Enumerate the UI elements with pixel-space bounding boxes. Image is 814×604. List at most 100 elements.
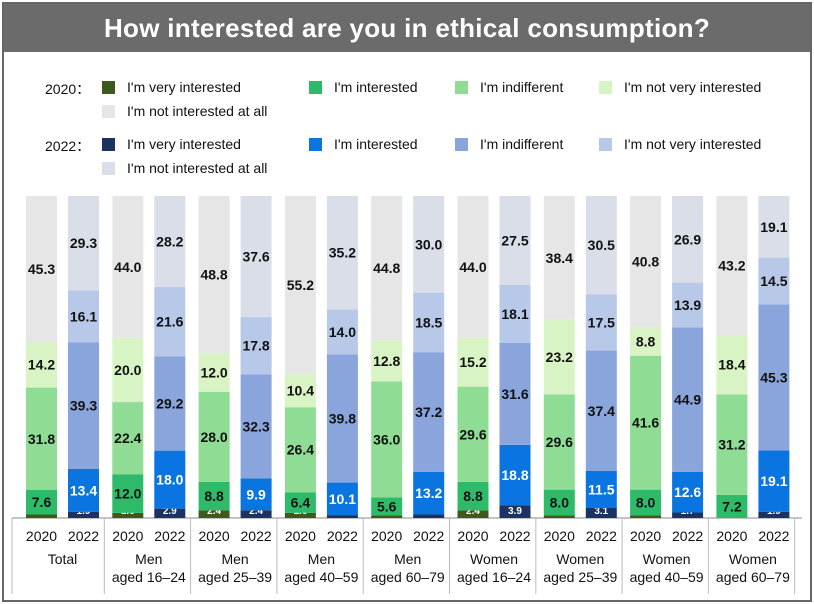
legend-label: I'm not very interested (624, 136, 762, 152)
bar-segment (198, 481, 230, 511)
data-label: 35.2 (329, 245, 356, 261)
data-label: 2.4 (466, 506, 480, 517)
bar-segment (326, 196, 358, 310)
bar-segment (154, 356, 186, 451)
bar-segment (154, 196, 186, 287)
bar-segment (543, 394, 575, 490)
data-label: 12.8 (373, 353, 400, 369)
bar-segment (630, 196, 662, 328)
legend-label: I'm indifferent (480, 79, 564, 95)
legend-2020-very-interested: I'm very interested (102, 79, 241, 95)
bar-segment (198, 510, 230, 518)
group-label: aged 16–24 (112, 569, 186, 585)
data-label: 29.6 (546, 434, 573, 450)
data-label: 2.9 (163, 506, 177, 517)
bar-segment (672, 512, 704, 518)
data-label: 37.6 (242, 249, 269, 265)
data-label: 27.5 (501, 232, 528, 248)
bar-segment (543, 196, 575, 320)
data-label: 2.4 (249, 506, 263, 517)
bar-segment (758, 450, 790, 512)
bar-segment (630, 327, 662, 356)
bar-segment (112, 512, 144, 518)
legend-2022-interested: I'm interested (309, 136, 418, 152)
data-label: 14.0 (329, 324, 356, 340)
year-tick-label: 2020 (544, 528, 575, 544)
data-label: 44.0 (114, 259, 141, 275)
bar-segment (457, 386, 489, 482)
bar-segment (672, 196, 704, 283)
legend-2020-interested: I'm interested (309, 79, 418, 95)
group-label: Total (48, 551, 78, 567)
data-label: 7.6 (32, 494, 52, 510)
bar-segment (413, 352, 445, 472)
legend-2022-not-very-interested: I'm not very interested (599, 136, 761, 152)
legend-swatch (309, 80, 322, 94)
data-label: 32.3 (242, 418, 269, 434)
legend-swatch (455, 137, 468, 151)
bar-segment (68, 511, 99, 518)
bar-segment (585, 508, 617, 518)
chart-title: How interested are you in ethical consum… (4, 4, 810, 52)
bar-segment (26, 514, 57, 518)
bar-segment (630, 489, 662, 516)
data-label: 29.6 (459, 426, 486, 442)
group-label: Men (394, 551, 421, 567)
data-label: 8.8 (463, 488, 483, 504)
data-label: 19.1 (760, 219, 787, 235)
legend-2020-indifferent: I'm indifferent (455, 79, 563, 95)
data-label: 31.6 (501, 386, 528, 402)
year-tick-label: 2022 (499, 528, 530, 544)
group-label: Women (729, 551, 777, 567)
bar-segment (413, 196, 445, 293)
year-tick-label: 2022 (586, 528, 617, 544)
bar-segment (413, 292, 445, 353)
bar-segment (112, 337, 144, 403)
bar-segment (284, 196, 316, 374)
legend-2020-not-interested-at-all: I'm not interested at all (102, 103, 267, 119)
data-label: 18.0 (156, 472, 183, 488)
data-label: 55.2 (287, 277, 314, 293)
bar-segment (371, 340, 403, 382)
data-label: 2.4 (207, 506, 221, 517)
data-label: 40.8 (632, 254, 659, 270)
data-label: 14.5 (760, 273, 787, 289)
legend-label: I'm very interested (127, 136, 241, 152)
legend-label: I'm not interested at all (127, 160, 268, 176)
bar-segment (716, 196, 748, 336)
bar-segment (371, 196, 403, 341)
data-label: 20.0 (114, 362, 141, 378)
data-label: 8.0 (550, 495, 570, 511)
bar-segment (284, 492, 316, 513)
bar-segment (499, 196, 531, 285)
year-tick-label: 2020 (199, 528, 230, 544)
legend-swatch (102, 161, 115, 175)
data-label: 23.2 (546, 349, 573, 365)
data-label: 9.9 (246, 486, 266, 502)
bar-segment (457, 481, 489, 511)
group-label: Men (221, 551, 248, 567)
bar-segment (284, 512, 316, 518)
data-label: 31.8 (28, 431, 55, 447)
legend-swatch (599, 137, 612, 151)
bar-segment (112, 402, 144, 475)
bar-segment (672, 327, 704, 472)
legend-swatch (102, 137, 115, 151)
bar-segment (585, 350, 617, 471)
bar-segment (68, 290, 99, 343)
bar-segment (26, 489, 57, 515)
bar-segment (326, 309, 358, 355)
group-label: aged 60–79 (371, 569, 445, 585)
legend-2020-not-very-interested: I'm not very interested (599, 79, 761, 95)
bar-segment (112, 196, 144, 338)
data-label: 16.1 (70, 308, 97, 324)
bar-segment (240, 317, 272, 375)
bar-segment (371, 497, 403, 516)
year-tick-label: 2022 (327, 528, 358, 544)
legend-label: I'm very interested (127, 79, 241, 95)
data-label: 30.0 (415, 236, 442, 252)
data-label: 17.5 (588, 314, 615, 330)
data-label: 12.0 (114, 486, 141, 502)
legend-swatch (455, 80, 468, 94)
bar-segment (758, 304, 790, 451)
